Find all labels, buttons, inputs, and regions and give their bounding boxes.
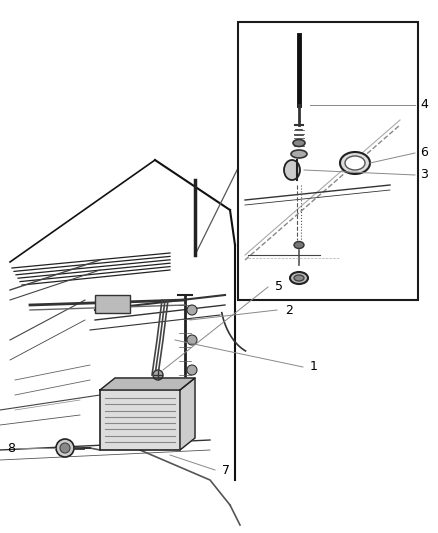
Ellipse shape — [284, 160, 300, 180]
Ellipse shape — [294, 241, 304, 248]
Text: 8: 8 — [7, 441, 15, 455]
Text: 4: 4 — [420, 99, 428, 111]
Ellipse shape — [294, 275, 304, 281]
Circle shape — [187, 365, 197, 375]
Bar — [238, 22, 418, 300]
Ellipse shape — [291, 150, 307, 158]
Text: 2: 2 — [285, 303, 293, 317]
Ellipse shape — [290, 272, 308, 284]
Circle shape — [153, 370, 163, 380]
Text: 3: 3 — [420, 168, 428, 182]
Ellipse shape — [345, 156, 365, 170]
Circle shape — [187, 305, 197, 315]
Circle shape — [187, 335, 197, 345]
Bar — [95, 295, 130, 313]
Text: 6: 6 — [420, 147, 428, 159]
Polygon shape — [180, 378, 195, 450]
Ellipse shape — [340, 152, 370, 174]
Text: 5: 5 — [275, 280, 283, 294]
Circle shape — [60, 443, 70, 453]
Polygon shape — [100, 378, 195, 390]
Bar — [100, 390, 180, 450]
Ellipse shape — [293, 140, 305, 147]
Text: 1: 1 — [310, 360, 318, 374]
Text: 7: 7 — [222, 464, 230, 477]
Circle shape — [56, 439, 74, 457]
